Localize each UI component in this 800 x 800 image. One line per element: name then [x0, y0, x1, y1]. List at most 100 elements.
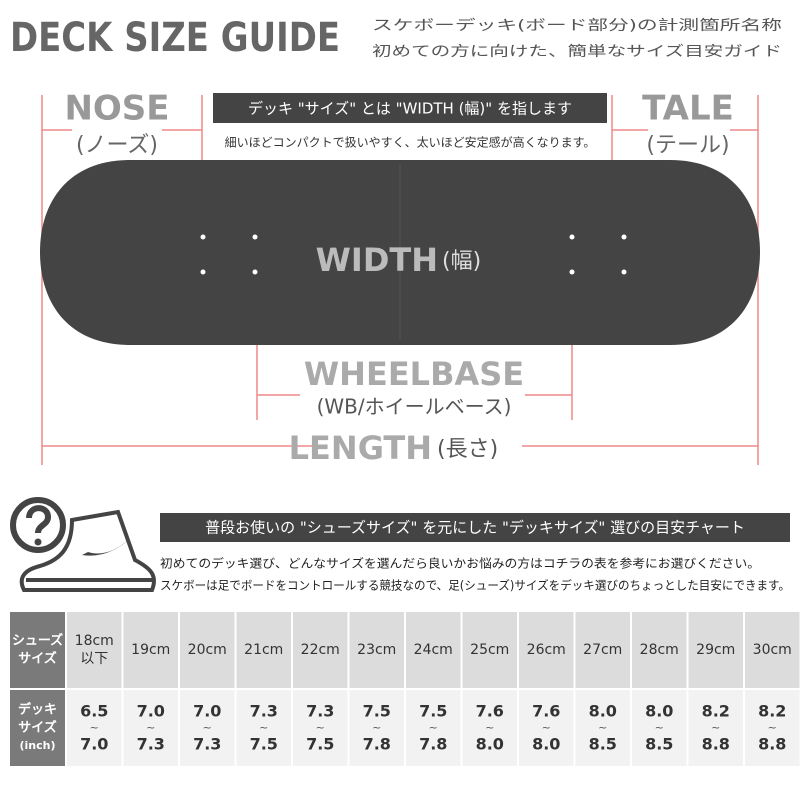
shoe-size: 20cm — [188, 642, 227, 658]
width-sub: (幅) — [442, 249, 481, 274]
measure-lines — [41, 95, 759, 465]
tale-sub: (テール) — [646, 133, 729, 158]
row-header-cell — [10, 612, 65, 688]
row-header: サイズ — [18, 720, 57, 736]
row-header-cell — [10, 690, 65, 766]
shoe-size: 23cm — [357, 642, 396, 658]
chart-note: スケボーは足でボードをコントロールする競技なので、足(シューズ)サイズをデッキ選… — [160, 578, 790, 593]
deck-min: 8.0 — [589, 702, 617, 721]
deck-cell — [123, 690, 178, 766]
deck-min: 8.2 — [702, 702, 730, 721]
deck-max: 7.0 — [80, 735, 108, 754]
deck-min: 6.5 — [80, 702, 108, 721]
deck-max: 8.0 — [476, 735, 504, 754]
deck-max: 7.8 — [419, 735, 447, 754]
banner-text: デッキ "サイズ" とは "WIDTH (幅)" を指します — [248, 100, 572, 118]
row-header: シューズ — [12, 633, 63, 649]
nose-sub: (ノーズ) — [76, 133, 158, 158]
deck-min: 7.6 — [532, 702, 560, 721]
subtitle: スケボーデッキ(ボード部分)の計測箇所名称 — [372, 17, 782, 34]
deck-max: 7.5 — [250, 735, 278, 754]
deck-cell — [462, 690, 517, 766]
shoe-cell — [67, 612, 122, 688]
shoe-cell — [688, 612, 743, 688]
shoe-cell — [745, 612, 800, 688]
shoe-cell — [180, 612, 235, 688]
separator: ~ — [655, 721, 664, 734]
deck-min: 7.3 — [250, 702, 278, 721]
row-header: (inch) — [19, 739, 55, 752]
width-label: WIDTH — [316, 241, 438, 279]
shoe-size: 21cm — [244, 642, 283, 658]
separator: ~ — [542, 721, 551, 734]
shoe-size: 26cm — [527, 642, 566, 658]
deck-max: 7.5 — [306, 735, 334, 754]
deck-cell — [406, 690, 461, 766]
note: 細いほどコンパクトで扱いやすく、太いほど安定感が高くなります。 — [225, 135, 596, 150]
shoe-cell — [123, 612, 178, 688]
deck-max: 8.5 — [645, 735, 673, 754]
tale-label: TALE — [642, 89, 734, 129]
wheelbase-sub: (WB/ホイールベース) — [317, 395, 512, 419]
separator: ~ — [203, 721, 212, 734]
deck-min: 7.3 — [306, 702, 334, 721]
deck-max: 8.8 — [702, 735, 730, 754]
size-table: シューズサイズデッキサイズ(inch)18cm以下6.5~7.019cm7.0~… — [10, 612, 800, 766]
length-sub: (長さ) — [437, 437, 498, 462]
separator: ~ — [90, 721, 99, 734]
deck-max: 8.5 — [589, 735, 617, 754]
deck-min: 7.6 — [476, 702, 504, 721]
chart-note: 初めてのデッキ選び、どんなサイズを選んだら良いかお悩みの方はコチラの表を参考にお… — [160, 556, 760, 571]
length-label: LENGTH — [289, 429, 432, 467]
shoe-size: 24cm — [414, 642, 453, 658]
deck-cell — [632, 690, 687, 766]
deck-max: 7.8 — [363, 735, 391, 754]
shoe-cell — [406, 612, 461, 688]
deck-max: 7.3 — [193, 735, 221, 754]
shoe-cell — [519, 612, 574, 688]
subtitle: 初めての方に向けた、簡単なサイズ目安ガイド — [372, 43, 782, 60]
deck-cell — [236, 690, 291, 766]
separator: ~ — [598, 721, 607, 734]
deck-cell — [745, 690, 800, 766]
banner — [213, 93, 607, 123]
shoe-size: 18cm — [75, 633, 114, 649]
deck-cell — [293, 690, 348, 766]
shoe-cell — [462, 612, 517, 688]
deck-min: 7.0 — [193, 702, 221, 721]
separator: ~ — [372, 721, 381, 734]
shoe-cell — [349, 612, 404, 688]
truck-holes — [200, 234, 627, 275]
shoe-size: 19cm — [131, 642, 170, 658]
deck-cell — [575, 690, 630, 766]
row-header: デッキ — [18, 702, 57, 718]
chart-banner-text: 普段お使いの "シューズサイズ" を元にした "デッキサイズ" 選びの目安チャー… — [205, 519, 745, 537]
shoe-icon — [19, 509, 156, 592]
shoe-size: 以下 — [80, 651, 108, 667]
deck-min: 8.2 — [758, 702, 786, 721]
shoe-cell — [236, 612, 291, 688]
title: DECK SIZE GUIDE — [10, 15, 340, 61]
deck-min: 7.5 — [419, 702, 447, 721]
wheelbase-label: WHEELBASE — [304, 355, 524, 393]
shoe-cell — [575, 612, 630, 688]
deck-min: 8.0 — [645, 702, 673, 721]
separator: ~ — [259, 721, 268, 734]
shoe-size: 28cm — [640, 642, 679, 658]
deck-max: 8.0 — [532, 735, 560, 754]
separator: ~ — [429, 721, 438, 734]
deck-max: 8.8 — [758, 735, 786, 754]
shoe-size: 22cm — [301, 642, 340, 658]
deck-cell — [349, 690, 404, 766]
shoe-cell — [293, 612, 348, 688]
chart-banner — [160, 513, 790, 542]
deck-cell — [519, 690, 574, 766]
deck-min: 7.0 — [137, 702, 165, 721]
deck-max: 7.3 — [137, 735, 165, 754]
deck-min: 7.5 — [363, 702, 391, 721]
deck-cell — [180, 690, 235, 766]
question-icon — [10, 497, 66, 553]
shoe-size: 25cm — [470, 642, 509, 658]
separator: ~ — [711, 721, 720, 734]
